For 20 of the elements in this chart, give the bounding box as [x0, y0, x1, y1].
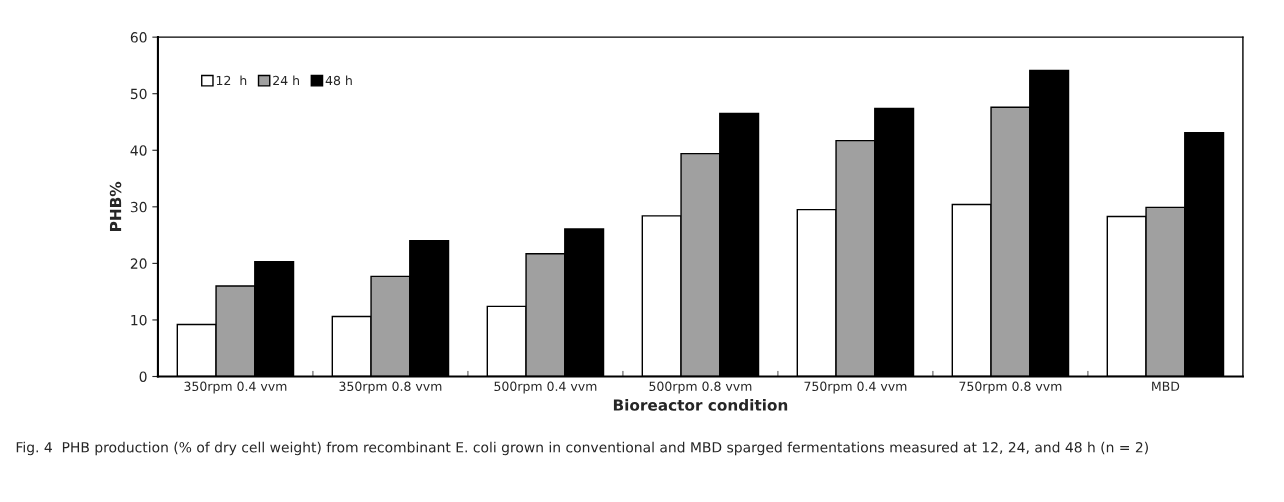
y-tick-label: 10: [131, 314, 147, 326]
x-tick-label: MBD: [1152, 381, 1180, 391]
x-tick-label: 750rpm 0.4 vvm: [804, 381, 907, 394]
legend-label: 24 h: [273, 75, 299, 86]
x-axis-title: Bioreactor condition: [613, 399, 788, 411]
x-tick-label: 350rpm 0.4 vvm: [184, 381, 287, 394]
y-tick-label: 20: [130, 258, 147, 269]
legend-label: 12 h: [216, 75, 247, 86]
x-tick-label: 500rpm 0.4 vvm: [494, 381, 597, 394]
y-tick-label: 0: [139, 371, 147, 382]
legend-label: 48 h: [325, 75, 352, 86]
x-tick-label: 500rpm 0.8 vvm: [649, 381, 752, 394]
y-axis-title: PHB%: [109, 181, 122, 231]
caption: Fig. 4 PHB production (% of dry cell weight) from recombinant E. coli grown in conventional and MBD sparged fermentations measured at 12, 24, and 48 h (n = 2): [16, 441, 1148, 456]
y-tick-label: 50: [130, 88, 147, 100]
y-tick-label: 40: [130, 145, 147, 156]
y-tick-label: 60: [130, 32, 147, 43]
x-tick-label: 750rpm 0.8 vvm: [959, 381, 1062, 394]
x-tick-label: 350rpm 0.8 vvm: [339, 381, 442, 394]
y-tick-label: 30: [130, 201, 147, 213]
